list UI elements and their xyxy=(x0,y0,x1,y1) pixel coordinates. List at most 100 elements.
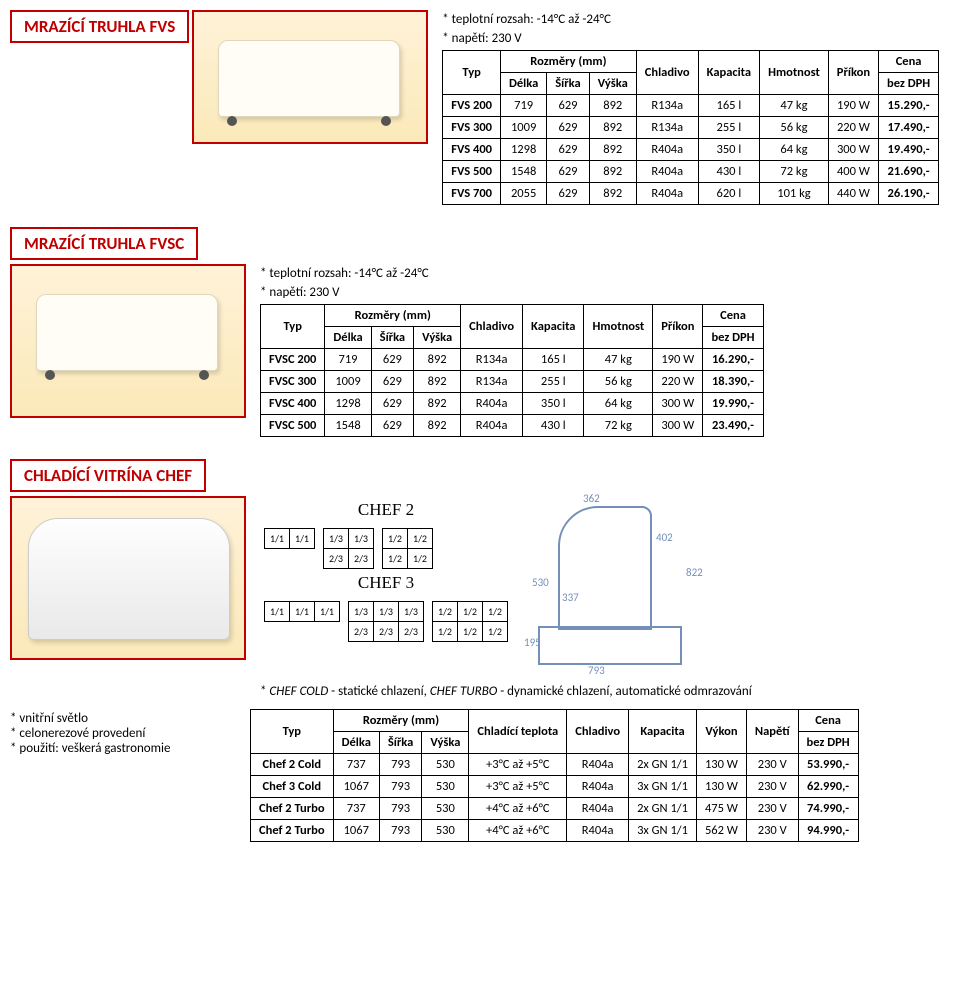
col-delka: Délka xyxy=(325,327,371,349)
table-row: FVSC 400 1298 629 892 R404a 350 l 64 kg … xyxy=(261,393,764,415)
diag-dim-195: 195 xyxy=(524,636,541,649)
cell-vyska: 892 xyxy=(589,183,636,205)
gn-cell: 2/3 xyxy=(349,549,374,569)
gn-chef2-left: 1/11/1 xyxy=(264,528,315,549)
table-header-row: Typ Rozměry (mm) Chladivo Kapacita Hmotn… xyxy=(261,305,764,327)
cell-sirka: 629 xyxy=(547,117,589,139)
cell-vykon: 475 W xyxy=(696,798,746,820)
cell-vyska: 892 xyxy=(414,371,461,393)
table-row: Chef 3 Cold 1067 793 530 +3°C až +5°C R4… xyxy=(251,776,859,798)
table-chef: Typ Rozměry (mm) Chladící teplota Chladi… xyxy=(250,709,859,842)
cell-delka: 737 xyxy=(333,798,379,820)
diag-dim-793: 793 xyxy=(588,664,605,677)
cell-cena: 17.490,- xyxy=(879,117,939,139)
cell-sirka: 629 xyxy=(547,161,589,183)
cell-kapacita: 430 l xyxy=(523,415,584,437)
col-bezdph: bez DPH xyxy=(798,732,858,754)
cell-cena: 15.290,- xyxy=(879,95,939,117)
col-prikon: Příkon xyxy=(828,51,878,95)
note-prefix: * xyxy=(260,684,269,699)
col-vykon: Výkon xyxy=(696,710,746,754)
col-bezdph: bez DPH xyxy=(879,73,939,95)
cell-chladivo: R134a xyxy=(636,117,698,139)
cell-prikon: 220 W xyxy=(653,371,703,393)
col-typ: Typ xyxy=(443,51,501,95)
cell-kapacita: 255 l xyxy=(523,371,584,393)
product-image-fvsc xyxy=(10,264,246,418)
gn-cell: 2/3 xyxy=(324,549,349,569)
cell-vyska: 892 xyxy=(589,117,636,139)
col-rozmery: Rozměry (mm) xyxy=(501,51,637,73)
table-row: FVS 400 1298 629 892 R404a 350 l 64 kg 3… xyxy=(443,139,939,161)
gn-cell: 1/1 xyxy=(315,602,340,622)
spec-temp-range: * teplotní rozsah: -14°C až -24°C xyxy=(442,12,939,27)
cell-chladivo: R404a xyxy=(567,820,629,842)
col-sirka: Šířka xyxy=(547,73,589,95)
chef-note: * CHEF COLD - statické chlazení, CHEF TU… xyxy=(260,684,950,699)
col-delka: Délka xyxy=(333,732,379,754)
cell-sirka: 629 xyxy=(371,349,413,371)
spec-temp-range: * teplotní rozsah: -14°C až -24°C xyxy=(260,266,764,281)
gn-cell: 1/2 xyxy=(433,622,458,642)
cell-delka: 719 xyxy=(325,349,371,371)
cell-prikon: 440 W xyxy=(828,183,878,205)
cell-sirka: 793 xyxy=(379,798,421,820)
cell-cena: 16.290,- xyxy=(703,349,763,371)
gn-cell: 1/1 xyxy=(290,529,315,549)
cell-kapacita: 350 l xyxy=(523,393,584,415)
cell-chladivo: R404a xyxy=(461,415,523,437)
col-chladivo: Chladivo xyxy=(636,51,698,95)
section-chef: CHLADÍCÍ VITRÍNA CHEF CHEF 2 1/11/1 1/31… xyxy=(10,459,950,842)
table-row: FVSC 300 1009 629 892 R134a 255 l 56 kg … xyxy=(261,371,764,393)
table-row: Chef 2 Turbo 737 793 530 +4°C až +6°C R4… xyxy=(251,798,859,820)
cell-chladivo: R404a xyxy=(461,393,523,415)
cell-kapacita: 165 l xyxy=(523,349,584,371)
cell-hmotnost: 72 kg xyxy=(584,415,653,437)
cell-napeti: 230 V xyxy=(746,798,798,820)
cell-hmotnost: 47 kg xyxy=(584,349,653,371)
gn-cell: 1/3 xyxy=(324,529,349,549)
cell-cena: 23.490,- xyxy=(703,415,763,437)
cell-napeti: 230 V xyxy=(746,820,798,842)
cell-vyska: 530 xyxy=(422,776,469,798)
gn-cell: 1/2 xyxy=(458,602,483,622)
cell-delka: 737 xyxy=(333,754,379,776)
cell-hmotnost: 47 kg xyxy=(760,95,829,117)
cell-delka: 1009 xyxy=(325,371,371,393)
col-sirka: Šířka xyxy=(371,327,413,349)
chef-feature-list: vnitřní světlocelonerezové provedenípouž… xyxy=(10,711,242,756)
cell-chladivo: R404a xyxy=(567,798,629,820)
col-kapacita: Kapacita xyxy=(698,51,759,95)
cell-cena: 53.990,- xyxy=(798,754,858,776)
cell-kapacita: 2x GN 1/1 xyxy=(629,798,697,820)
gn-cell: 2/3 xyxy=(399,622,424,642)
cell-sirka: 629 xyxy=(371,393,413,415)
cell-kapacita: 255 l xyxy=(698,117,759,139)
cell-typ: FVS 400 xyxy=(443,139,501,161)
cell-sirka: 629 xyxy=(371,415,413,437)
table-row: FVS 500 1548 629 892 R404a 430 l 72 kg 4… xyxy=(443,161,939,183)
section-fvsc: MRAZÍCÍ TRUHLA FVSC * teplotní rozsah: -… xyxy=(10,227,950,437)
chef3-label: CHEF 3 xyxy=(264,573,508,593)
cell-teplota: +4°C až +6°C xyxy=(469,798,567,820)
cell-chladivo: R134a xyxy=(636,95,698,117)
cell-kapacita: 3x GN 1/1 xyxy=(629,776,697,798)
gn-cell: 1/3 xyxy=(349,602,374,622)
table-fvsc: Typ Rozměry (mm) Chladivo Kapacita Hmotn… xyxy=(260,304,764,437)
col-chladivo: Chladivo xyxy=(567,710,629,754)
diag-dim-822: 822 xyxy=(686,566,703,579)
cell-vyska: 892 xyxy=(589,139,636,161)
cell-chladivo: R134a xyxy=(461,371,523,393)
cell-vyska: 530 xyxy=(422,754,469,776)
cell-prikon: 300 W xyxy=(653,393,703,415)
section-fvs: MRAZÍCÍ TRUHLA FVS * teplotní rozsah: -1… xyxy=(10,10,950,205)
table-fvs: Typ Rozměry (mm) Chladivo Kapacita Hmotn… xyxy=(442,50,939,205)
cell-cena: 26.190,- xyxy=(879,183,939,205)
table-row: FVSC 200 719 629 892 R134a 165 l 47 kg 1… xyxy=(261,349,764,371)
feature-bullet: celonerezové provedení xyxy=(10,726,242,741)
cell-cena: 19.990,- xyxy=(703,393,763,415)
cell-teplota: +4°C až +6°C xyxy=(469,820,567,842)
chef-gn-diagrams: CHEF 2 1/11/1 1/31/32/32/3 1/21/21/21/2 … xyxy=(264,496,508,642)
feature-bullet: použití: veškerá gastronomie xyxy=(10,741,242,756)
gn-chef3-left: 1/11/11/1 xyxy=(264,601,340,622)
